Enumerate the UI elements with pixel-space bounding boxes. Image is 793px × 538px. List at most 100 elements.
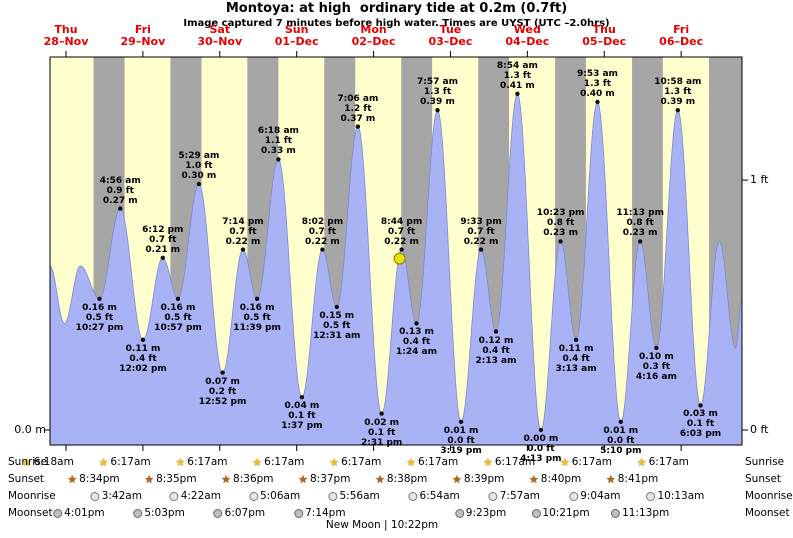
moonset-row-label-right: Moonset (745, 507, 790, 519)
moonset-icon (531, 509, 541, 518)
moonrise-icon (569, 492, 579, 501)
tide-high-dot (160, 255, 165, 260)
sunset-time: 8:34pm (79, 473, 120, 485)
moonrise-entry: 7:57am (488, 490, 540, 503)
sunrise-entry: ★ 6:17am (329, 456, 381, 469)
sunrise-entry: ★ 6:17am (175, 456, 227, 469)
sunset-star-icon: ★ (67, 473, 78, 486)
tide-annotation-low: 0.11 m 0.4 ft 12:02 pm (119, 343, 167, 374)
tide-low-dot (334, 304, 339, 310)
tide-annotation-high: 11:13 pm 0.8 ft 0.23 m (616, 208, 664, 239)
moonset-entry: 6:07pm (213, 507, 265, 520)
day-label: Thu 05–Dec (582, 23, 627, 48)
sunset-star-icon: ★ (221, 473, 232, 486)
tide-annotation-high: 7:14 pm 0.7 ft 0.22 m (222, 216, 264, 247)
tide-low-dot (458, 419, 464, 424)
moonset-entry: 9:23pm (454, 507, 506, 520)
sunset-entry: ★ 8:35pm (144, 473, 196, 486)
tide-low-dot (538, 427, 544, 433)
day-label: Tue 03–Dec (428, 23, 473, 48)
sunset-time: 8:36pm (233, 473, 274, 485)
sunrise-entry: ★ 6:17am (637, 456, 689, 469)
moonset-icon (294, 509, 304, 518)
moonrise-time: 4:22am (180, 490, 221, 502)
moonset-entry: 10:21pm (531, 507, 590, 520)
sunrise-time: 6:17am (187, 456, 228, 468)
sunset-time: 8:38pm (386, 473, 428, 485)
sunset-entry: ★ 8:39pm (452, 473, 504, 486)
tide-annotation-low: 0.16 m 0.5 ft 10:27 pm (75, 302, 124, 333)
sunrise-star-icon: ★ (252, 456, 263, 469)
tide-high-dot (638, 239, 643, 244)
tide-low-dot (220, 370, 225, 375)
moonset-entry: 7:14pm (294, 507, 346, 520)
tide-annotation-low: 0.01 m 0.0 ft 3:19 pm (440, 425, 482, 456)
moonrise-icon (248, 492, 258, 501)
moonrise-entry: 10:13am (646, 490, 704, 503)
moonset-icon (53, 509, 63, 518)
tide-low-dot (140, 337, 146, 342)
moonrise-entry: 5:06am (248, 490, 301, 503)
tide-annotation-high: 8:02 pm 0.7 ft 0.22 m (301, 216, 344, 247)
moonset-time: 11:13pm (622, 507, 670, 519)
tide-high-dot (675, 108, 680, 113)
tide-low-dot (654, 345, 659, 351)
tide-low-dot (493, 329, 499, 334)
sunrise-entry: ★ 6:17am (406, 456, 458, 469)
tide-annotation-low: 0.03 m 0.1 ft 6:03 pm (679, 409, 722, 440)
tide-annotation-low: 0.02 m 0.1 ft 2:31 pm (360, 417, 403, 448)
moonrise-entry: 4:22am (169, 490, 221, 503)
moonrise-time: 9:04am (580, 490, 621, 502)
sunrise-time: 6:18am (33, 456, 74, 468)
sunset-time: 8:37pm (309, 473, 351, 485)
tide-annotation-high: 8:44 pm 0.7 ft 0.22 m (380, 216, 423, 247)
moonset-time: 5:03pm (144, 507, 185, 519)
tide-high-dot (118, 206, 123, 211)
moonset-icon (611, 509, 621, 518)
sunrise-star-icon: ★ (21, 456, 32, 469)
moonrise-icon (169, 492, 179, 501)
sunset-entry: ★ 8:37pm (298, 473, 350, 486)
moonrise-row-label-right: Moonrise (745, 490, 793, 502)
tide-high-dot (435, 108, 440, 113)
day-label: Sun 01–Dec (274, 23, 319, 48)
sunset-time: 8:39pm (463, 473, 505, 485)
sunset-time: 8:40pm (540, 473, 582, 485)
tide-annotation-low: 0.00 m 0.0 ft 4:13 pm (520, 434, 562, 464)
page-subtitle: Image captured 7 minutes before high wat… (183, 18, 610, 29)
moonrise-row-label-left: Moonrise (8, 490, 56, 502)
tide-high-dot (355, 124, 361, 129)
moonrise-time: 10:13am (657, 490, 705, 502)
day-label: Fri 29–Nov (120, 23, 166, 48)
tide-high-dot (515, 91, 520, 97)
tide-high-dot (320, 247, 325, 252)
moonrise-time: 6:54am (419, 490, 460, 502)
tide-annotation-low: 0.12 m 0.4 ft 2:13 am (475, 335, 517, 366)
moonset-row-label-left: Moonset (8, 507, 53, 519)
tide-annotation-high: 7:06 am 1.2 ft 0.37 m (337, 93, 379, 124)
moonset-time: 10:21pm (542, 507, 590, 519)
sunrise-time: 6:17am (341, 456, 382, 468)
sunrise-time: 6:17am (264, 456, 305, 468)
tide-low-dot (573, 337, 579, 342)
moonrise-time: 7:57am (499, 490, 540, 502)
sunset-row-label-right: Sunset (745, 473, 782, 485)
day-label: Fri 06–Dec (659, 23, 704, 48)
tide-high-dot (478, 247, 484, 252)
tide-annotation-low: 0.16 m 0.5 ft 11:39 pm (233, 302, 281, 333)
moonset-entry: 11:13pm (611, 507, 669, 520)
y-axis-label-meters: 0.0 m (14, 423, 46, 436)
tide-annotation-low: 0.04 m 0.1 ft 1:37 pm (281, 401, 323, 432)
moonset-icon (133, 509, 143, 518)
tide-annotation-high: 10:23 pm 0.8 ft 0.23 m (536, 208, 585, 239)
tide-annotation-low: 0.01 m 0.0 ft 5:10 pm (600, 425, 642, 456)
moonset-time: 7:14pm (305, 507, 346, 519)
sunrise-entry: ★ 6:17am (483, 456, 535, 469)
moonrise-entry: 5:56am (328, 490, 380, 503)
moonrise-entry: 9:04am (569, 490, 620, 503)
tide-high-dot (276, 157, 281, 162)
tide-high-dot (558, 239, 563, 244)
moonrise-time: 5:06am (259, 490, 301, 502)
